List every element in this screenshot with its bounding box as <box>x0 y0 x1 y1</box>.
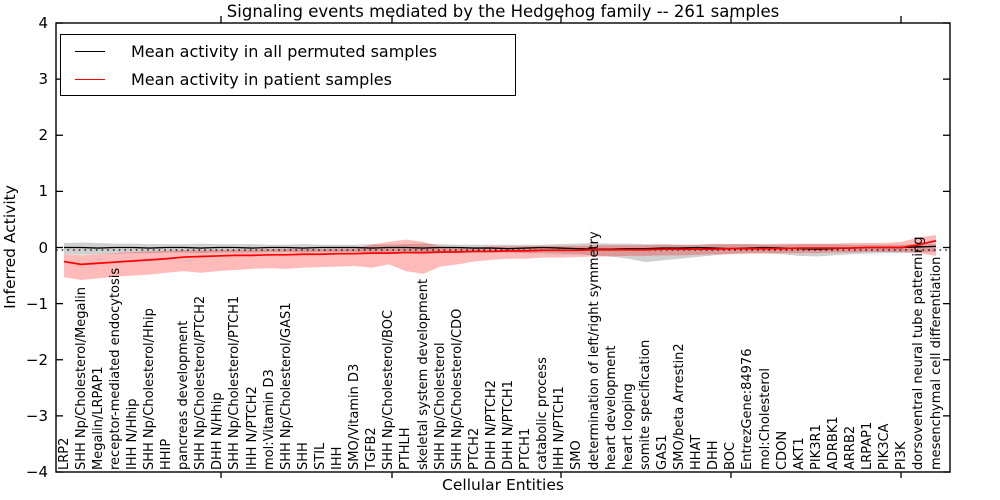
x-tick-label: SMO/beta Arrestin2 <box>672 343 688 470</box>
x-tick-label: TGFB2 <box>364 427 380 470</box>
x-tick-label: EntrezGene:84976 <box>740 348 756 470</box>
x-tick-label: heart looping <box>620 383 636 470</box>
x-tick-label: SHH <box>295 442 311 470</box>
legend-entry-permuted: Mean activity in all permuted samples <box>61 42 515 61</box>
y-tick-label: −3 <box>25 406 48 425</box>
x-tick-label: heart development <box>603 345 619 470</box>
x-tick-label: ARRB2 <box>843 425 858 470</box>
x-tick-label: skeletal system development <box>415 278 431 470</box>
x-tick-label: receptor-mediated endocytosis <box>107 267 123 470</box>
legend-label-permuted: Mean activity in all permuted samples <box>131 41 438 61</box>
x-tick-label: Megalin/LRPAP1 <box>90 366 106 470</box>
x-tick-label: PIK3R1 <box>808 424 824 470</box>
y-tick-label: −4 <box>25 463 48 481</box>
y-tick-label: 2 <box>38 126 48 145</box>
patient-samples-spread-band <box>64 235 936 281</box>
x-tick-label: somite specification <box>637 339 653 470</box>
x-tick-label: HHAT <box>689 434 705 470</box>
x-tick-label: GAS1 <box>654 434 670 471</box>
x-tick-label: SHH Np/Cholesterol/GAS1 <box>278 302 294 470</box>
y-tick-label: −1 <box>25 294 48 313</box>
x-tick-label: IHH N/PTCH1 <box>552 386 568 470</box>
x-tick-label: IHH N/PTCH2 <box>244 386 260 470</box>
x-tick-label: mol:Vitamin D3 <box>261 369 277 470</box>
x-tick-label: SHH Np/Cholesterol/Hhip <box>141 308 157 470</box>
y-tick-label: 0 <box>38 238 48 257</box>
x-tick-label: determination of left/right symmetry <box>586 231 602 470</box>
x-tick-label: BOC <box>723 442 739 470</box>
x-tick-label: DHH N/PTCH2 <box>483 380 499 470</box>
x-tick-label: IHH N/Hhip <box>124 398 140 471</box>
x-tick-label: SHH Np/Cholesterol/PTCH1 <box>227 295 243 470</box>
x-tick-label: SHH Np/Cholesterol <box>432 342 448 470</box>
x-tick-label: HHIP <box>159 438 175 470</box>
x-tick-label: STIL <box>312 442 328 470</box>
x-tick-label: CDON <box>774 430 790 470</box>
legend: Mean activity in all permuted samples Me… <box>60 34 516 96</box>
x-tick-label: pancreas development <box>176 320 192 470</box>
x-tick-label: ADRBK1 <box>825 416 841 470</box>
x-tick-label: SMO <box>569 440 585 470</box>
series-line-1 <box>63 239 937 266</box>
x-tick-label: SHH Np/Cholesterol/PTCH2 <box>193 295 209 470</box>
x-tick-label: PTCH1 <box>518 427 534 470</box>
x-tick-label: SHH Np/Cholesterol/BOC <box>381 309 397 470</box>
chart-title: Signaling events mediated by the Hedgeho… <box>226 2 780 21</box>
x-tick-label: DHH <box>706 440 722 470</box>
x-tick-label: LRP2 <box>56 437 72 470</box>
legend-label-patient: Mean activity in patient samples <box>131 69 392 89</box>
x-tick-label: LRPAP1 <box>860 421 876 470</box>
x-axis-label: Cellular Entities <box>442 476 564 494</box>
x-tick-label: SMO/Vitamin D3 <box>347 363 363 470</box>
y-tick-label: 1 <box>38 182 48 201</box>
x-tick-label: catabolic process <box>535 357 551 470</box>
x-tick-label: AKT1 <box>791 437 807 470</box>
patient-line-swatch <box>75 78 105 80</box>
x-tick-label: dorsoventral neural tube patterning <box>911 236 927 470</box>
x-tick-label: DHH N/Hhip <box>210 392 226 470</box>
x-tick-label: mol:Cholesterol <box>757 368 773 470</box>
y-tick-label: 4 <box>38 14 48 32</box>
x-tick-label: PTCH2 <box>466 427 482 470</box>
x-tick-label: SHH Np/Cholesterol/CDO <box>449 308 465 470</box>
y-tick-label: 3 <box>38 70 48 89</box>
permuted-line-swatch <box>75 50 105 52</box>
legend-entry-patient: Mean activity in patient samples <box>61 70 515 89</box>
x-tick-label: IHH <box>330 446 346 470</box>
x-tick-label: PTHLH <box>398 427 414 470</box>
x-tick-label: PI3K <box>894 441 910 470</box>
x-tick-label: mesenchymal cell differentiation <box>928 256 944 470</box>
y-tick-label: −2 <box>25 350 48 369</box>
x-tick-label: DHH N/PTCH1 <box>501 380 517 470</box>
x-tick-label: SHH Np/Cholesterol/Megalin <box>73 287 89 470</box>
x-tick-label: PIK3CA <box>877 423 893 470</box>
